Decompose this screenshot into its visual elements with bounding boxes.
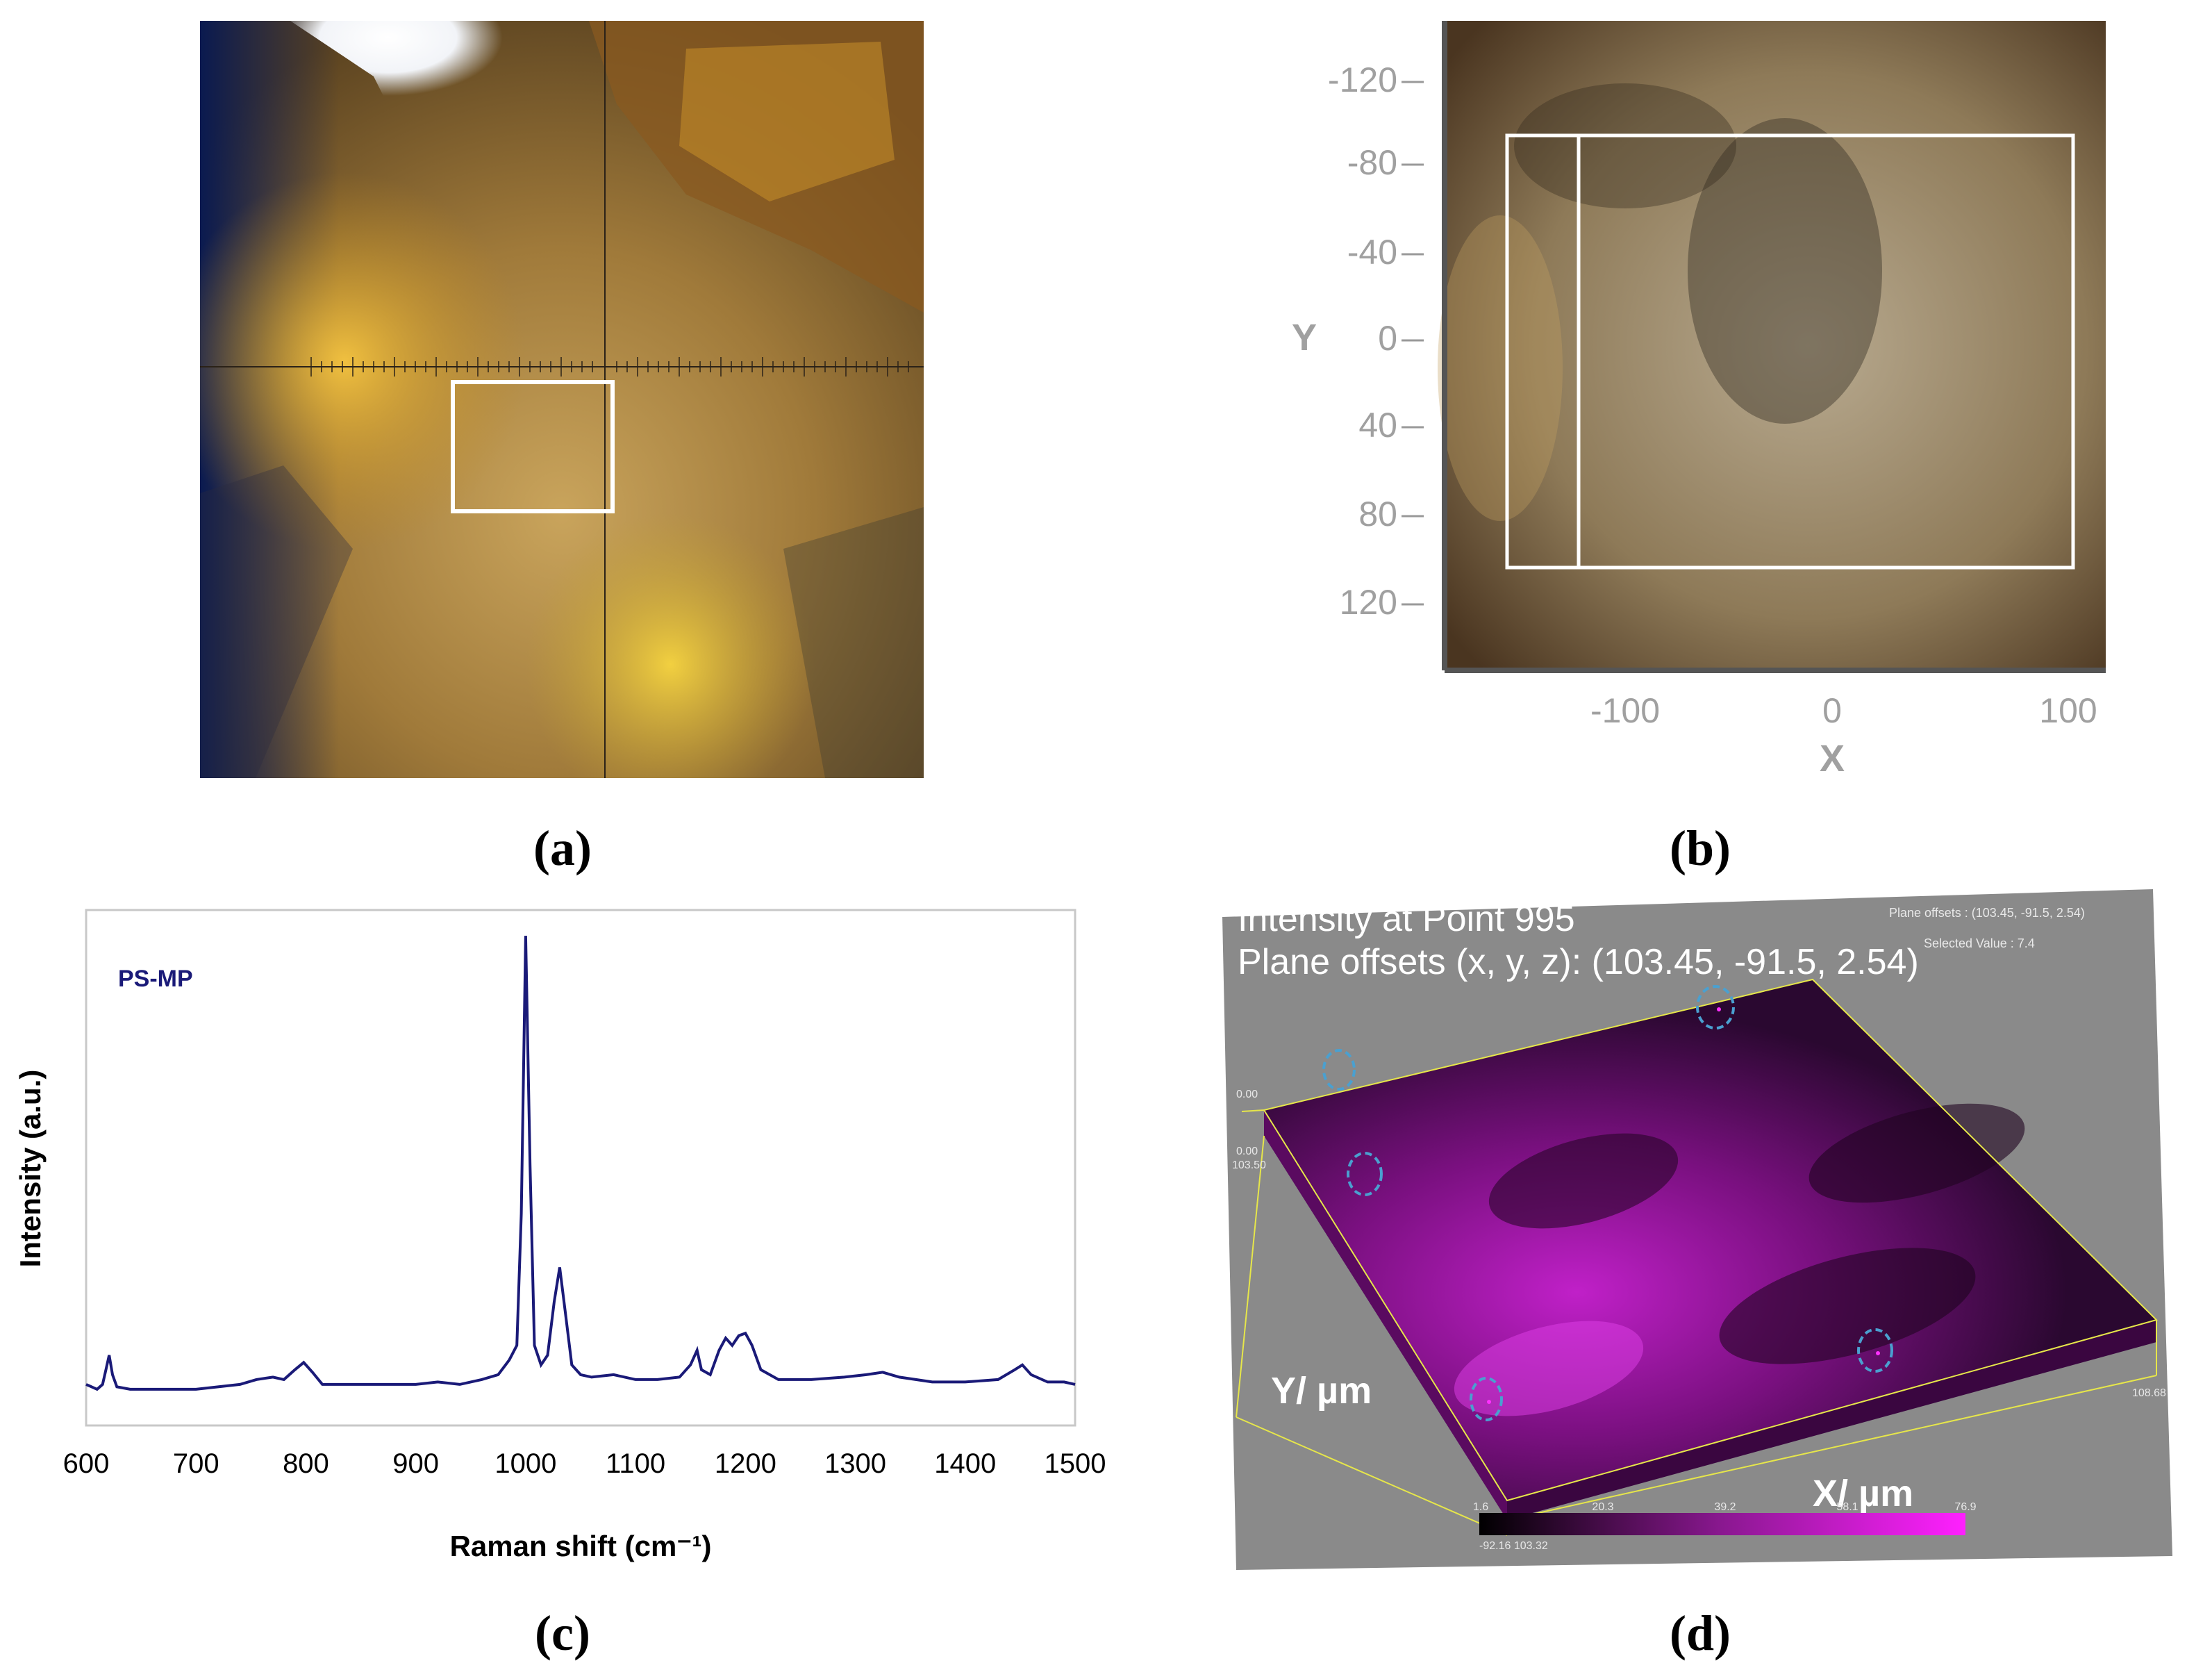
x-tick-label: 1300: [824, 1448, 886, 1479]
x-tick: -100: [1590, 691, 1660, 730]
small-offsets-text: Plane offsets : (103.45, -91.5, 2.54): [1889, 906, 2085, 920]
x-axis-label: X/ µm: [1813, 1473, 1913, 1514]
hotspot-marker-2: [1696, 985, 1735, 1030]
x-axis-label: X: [1820, 738, 1845, 778]
y-tick: 80: [1358, 495, 1397, 534]
caption-a: (a): [533, 820, 592, 876]
colorbar-tick: 76.9: [1954, 1501, 1976, 1513]
panel-b-svg: -120 -80 -40 0 40 80 120 Y -100 0 100 X: [1292, 21, 2106, 779]
x-tick-label: 1200: [715, 1448, 776, 1479]
x-tick-label: 600: [63, 1448, 110, 1479]
hotspot-marker-3: [1347, 1152, 1383, 1196]
y-tick: -80: [1347, 143, 1397, 182]
plane-offsets-text: Plane offsets (x, y, z): (103.45, -91.5,…: [1238, 942, 1919, 982]
x-axis-label: Raman shift (cm⁻¹): [450, 1530, 712, 1562]
panel-a-micrograph: [200, 21, 924, 778]
selection-box: [451, 380, 615, 513]
zoom-image: [1445, 21, 2106, 670]
intensity-map-svg: Intensity at Point 995 Plane offsets (x,…: [1222, 889, 2172, 1570]
caption-d: (d): [1670, 1605, 1731, 1661]
y-tick: -40: [1347, 233, 1397, 272]
colorbar: [1479, 1513, 1965, 1535]
caption-b: (b): [1670, 820, 1731, 876]
x-tick-label: 1500: [1045, 1448, 1106, 1479]
panel-d-intensity-map: Intensity at Point 995 Plane offsets (x,…: [1222, 889, 2181, 1584]
caption-c: (c): [535, 1605, 590, 1661]
y-tick: 40: [1358, 406, 1397, 445]
colorbar-tick: 20.3: [1592, 1501, 1613, 1513]
corner-label: 0.00: [1236, 1089, 1258, 1100]
x-tick-label: 900: [392, 1448, 439, 1479]
colorbar-range: -92.16 103.32: [1479, 1540, 1548, 1552]
y-tick: 120: [1340, 583, 1397, 622]
scale-ruler-ticks: [310, 357, 909, 377]
selected-value-text: Selected Value : 7.4: [1924, 936, 2035, 950]
corner-label: 0.00: [1236, 1146, 1258, 1157]
y-tick: -120: [1328, 60, 1397, 99]
panel-b-zoom: -120 -80 -40 0 40 80 120 Y -100 0 100 X: [1236, 21, 2139, 779]
x-tick-label: 1400: [934, 1448, 996, 1479]
plot-frame: [85, 909, 1076, 1427]
y-tick: 0: [1378, 319, 1397, 358]
colorbar-tick: 1.6: [1473, 1501, 1488, 1513]
point-intensity-text: Intensity at Point 995: [1238, 899, 1575, 939]
legend-label: PS-MP: [118, 966, 193, 992]
scan-area-box: [1505, 133, 2075, 570]
hotspot-marker-5: [1470, 1377, 1503, 1421]
micrograph-image: [200, 21, 924, 778]
colorbar-tick: 39.2: [1714, 1501, 1736, 1513]
y-axis-label: Y/ µm: [1271, 1370, 1372, 1412]
hotspot-marker-1: [1322, 1049, 1356, 1091]
colorbar-tick: 58.1: [1836, 1501, 1858, 1513]
x-tick-label: 1000: [494, 1448, 556, 1479]
hotspot-marker-4: [1857, 1328, 1893, 1373]
corner-label: 103.50: [1232, 1159, 1266, 1171]
x-tick: 0: [1822, 691, 1842, 730]
x-tick-label: 800: [283, 1448, 329, 1479]
y-axis-label: Intensity (a.u.): [14, 1070, 47, 1268]
panel-c-spectrum: PS-MP 600 700 800 900 1000 1100 1200 1300 1400 15…: [0, 896, 1125, 1591]
spectrum-series-line: [85, 936, 1076, 1391]
raman-chart: PS-MP 600 700 800 900 1000 1100 1200 1300 1400 15…: [14, 909, 1106, 1562]
x-tick-label: 1100: [606, 1448, 665, 1479]
x-tick-label: 700: [173, 1448, 219, 1479]
y-axis-label: Y: [1292, 317, 1317, 358]
corner-label: 108.68: [2132, 1387, 2166, 1399]
x-tick: 100: [2039, 691, 2097, 730]
